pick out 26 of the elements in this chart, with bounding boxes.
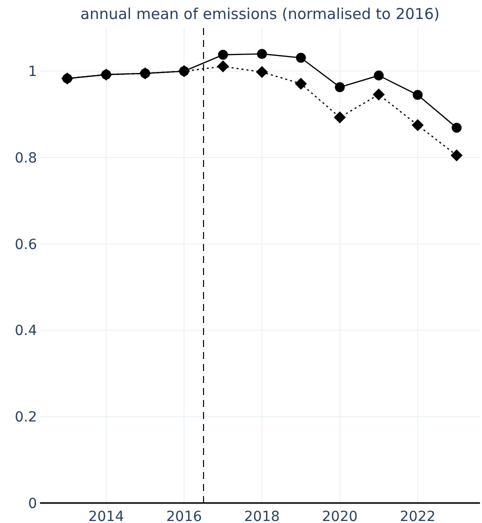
point bbox=[218, 50, 228, 60]
y-tick-label: 1 bbox=[28, 64, 37, 80]
x-tick-label: 2016 bbox=[166, 509, 202, 523]
point bbox=[294, 78, 307, 90]
point bbox=[217, 60, 230, 72]
chart-title: annual mean of emissions (normalised to 2016) bbox=[80, 5, 440, 23]
point bbox=[296, 52, 306, 63]
x-tick-label: 2018 bbox=[244, 509, 280, 523]
point bbox=[450, 149, 463, 162]
x-tick-label: 2022 bbox=[400, 509, 436, 523]
point bbox=[334, 82, 345, 92]
point bbox=[372, 88, 385, 100]
point bbox=[452, 122, 462, 133]
point bbox=[334, 111, 346, 124]
point bbox=[374, 70, 384, 80]
y-tick-label: 0 bbox=[28, 496, 37, 512]
point bbox=[412, 90, 423, 100]
y-tick-label: 0.4 bbox=[14, 323, 38, 340]
y-tick-label: 0.8 bbox=[14, 150, 37, 166]
point bbox=[256, 48, 267, 59]
point bbox=[256, 66, 268, 78]
x-tick-label: 2014 bbox=[88, 509, 124, 523]
x-tick-label: 2020 bbox=[322, 509, 358, 523]
y-tick-label: 0.6 bbox=[14, 236, 38, 253]
point bbox=[412, 119, 424, 132]
y-tick-label: 0.2 bbox=[14, 410, 37, 426]
